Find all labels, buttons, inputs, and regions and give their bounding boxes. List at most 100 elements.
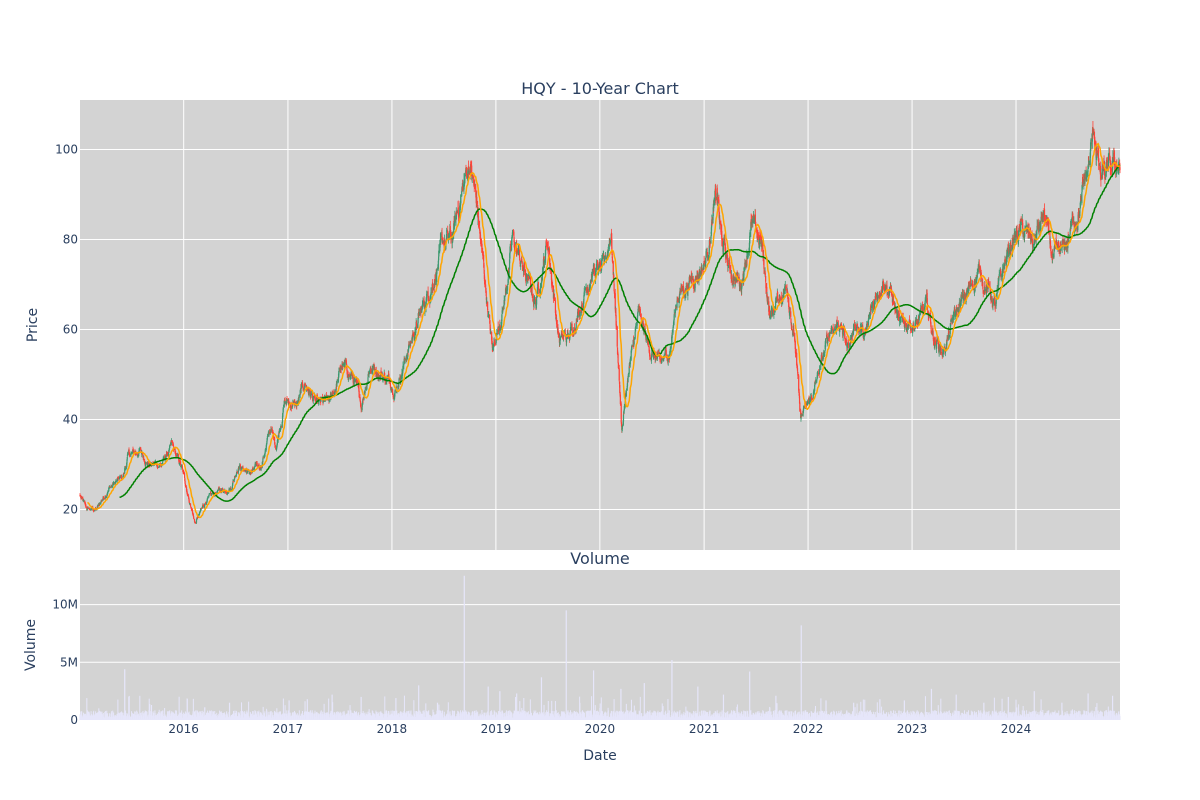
- candle-body: [749, 232, 751, 238]
- candle-body: [115, 481, 117, 483]
- candle-body: [667, 358, 669, 363]
- candle-body: [753, 217, 755, 223]
- candle-body: [906, 326, 909, 330]
- candle-body: [703, 261, 705, 264]
- candle-body: [620, 403, 622, 423]
- candle-body: [960, 296, 962, 302]
- candle-body: [456, 210, 458, 214]
- candle-body: [222, 491, 225, 493]
- candle-body: [408, 344, 410, 349]
- candle-body: [654, 354, 656, 361]
- candle-body: [798, 392, 800, 395]
- candle-body: [1007, 244, 1009, 252]
- candle-body: [199, 511, 201, 514]
- candle-body: [325, 394, 327, 396]
- candle-body: [773, 313, 775, 315]
- candle-body: [775, 301, 777, 308]
- candle-body: [377, 374, 379, 379]
- candle-body: [403, 363, 405, 366]
- candle-body: [946, 337, 948, 340]
- candle-body: [315, 398, 318, 403]
- candle-body: [948, 331, 950, 334]
- candle-body: [206, 499, 208, 501]
- candle-body: [626, 381, 629, 387]
- candle-body: [525, 278, 527, 281]
- candle-body: [795, 352, 797, 354]
- candle-body: [539, 290, 541, 295]
- candle-body: [1020, 219, 1022, 222]
- candle-body: [501, 314, 503, 322]
- candle-body: [209, 493, 211, 495]
- candle-body: [623, 409, 625, 414]
- candle-body: [124, 468, 126, 474]
- candle-body: [126, 457, 128, 460]
- candle-body: [802, 407, 805, 412]
- candle-body: [741, 281, 743, 287]
- candle-body: [806, 404, 808, 405]
- candle-body: [420, 306, 422, 313]
- candle-body: [673, 314, 675, 321]
- candle-body: [873, 303, 875, 309]
- candle-body: [586, 291, 588, 293]
- candle-body: [527, 274, 529, 277]
- candle-body: [497, 327, 499, 333]
- candle-body: [201, 505, 204, 509]
- candle-body: [512, 231, 514, 234]
- candle-body: [212, 493, 215, 495]
- candle-body: [631, 345, 633, 347]
- candle-body: [761, 244, 763, 247]
- candle-body: [867, 318, 870, 326]
- candle-body: [328, 399, 330, 403]
- candle-body: [716, 187, 718, 195]
- candle-body: [442, 240, 444, 244]
- candle-body: [710, 236, 712, 244]
- candle-body: [1001, 270, 1003, 278]
- candle-body: [417, 317, 419, 324]
- candle-body: [468, 171, 470, 173]
- candle-body: [820, 361, 822, 367]
- candle-body: [510, 240, 513, 251]
- candle-body: [239, 464, 241, 468]
- candle-body: [618, 368, 620, 381]
- candle-body: [348, 375, 350, 377]
- candle-body: [950, 319, 952, 322]
- candle-body: [976, 272, 978, 278]
- candle-body: [1022, 233, 1024, 235]
- candle-body: [968, 282, 970, 286]
- candle-body: [729, 262, 731, 269]
- candle-body: [837, 323, 839, 325]
- candle-body: [534, 298, 537, 303]
- candle-body: [448, 236, 450, 239]
- candle-body: [848, 346, 850, 348]
- candle-body: [163, 456, 165, 460]
- candle-body: [386, 377, 388, 380]
- candle-body: [627, 374, 629, 378]
- candle-body: [516, 243, 518, 252]
- candle-body: [747, 254, 749, 257]
- candle-body: [263, 454, 265, 458]
- candle-body: [675, 307, 677, 309]
- candle-body: [1053, 245, 1056, 250]
- candle-body: [117, 477, 119, 479]
- candle-body: [964, 296, 966, 301]
- candle-body: [937, 343, 940, 349]
- candle-body: [184, 480, 186, 484]
- candle-body: [275, 448, 278, 451]
- candle-body: [487, 301, 489, 311]
- candle-body: [260, 467, 263, 468]
- candle-body: [794, 348, 797, 354]
- candle-body: [605, 257, 608, 261]
- candle-body: [527, 281, 529, 283]
- candle-body: [714, 190, 716, 201]
- candle-body: [439, 239, 441, 246]
- candle-body: [789, 311, 791, 314]
- candle-body: [579, 311, 581, 317]
- price-y-tick-label: 60: [63, 323, 78, 337]
- candle-body: [177, 454, 179, 456]
- candle-body: [286, 400, 288, 402]
- candle-body: [571, 327, 573, 331]
- candle-body: [565, 338, 568, 343]
- candle-body: [258, 468, 261, 470]
- candle-body: [777, 299, 779, 301]
- candle-body: [847, 342, 850, 346]
